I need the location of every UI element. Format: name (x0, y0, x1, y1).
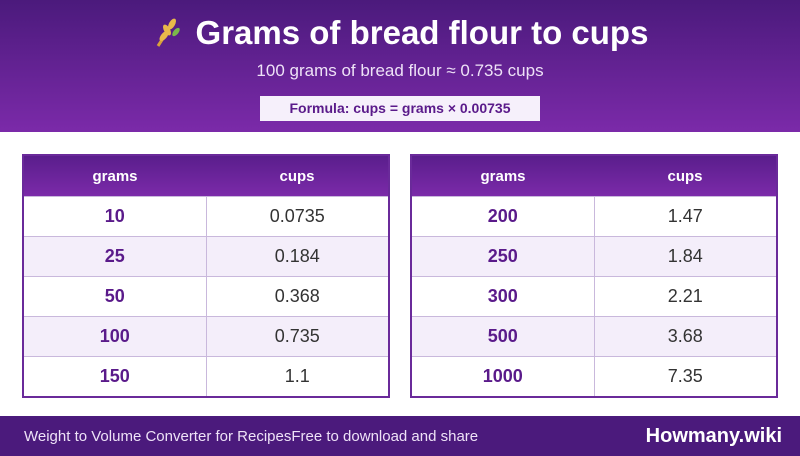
header-row: grams cups (23, 155, 389, 197)
cups-cell: 7.35 (593, 356, 778, 398)
column-header: grams (23, 155, 206, 197)
conversion-table: grams cups 10 0.0735 25 0.184 50 0.368 100 0.735 1… (22, 154, 390, 398)
grams-cell: 150 (22, 356, 207, 398)
formula: Formula: cups = grams × 0.00735 (260, 96, 540, 121)
footer: Weight to Volume Converter for RecipesFr… (0, 416, 800, 456)
grams-cell: 25 (22, 236, 207, 277)
grams-cell: 100 (22, 316, 207, 357)
wheat-icon (156, 18, 180, 47)
column-header: cups (594, 155, 777, 197)
grams-cell: 200 (410, 196, 595, 237)
grams-cell: 50 (22, 276, 207, 317)
table-row: 25 0.184 (22, 236, 390, 277)
table-row: 100 0.735 (22, 316, 390, 357)
title-row: Grams of bread flour to cups (0, 14, 800, 52)
table-row: 300 2.21 (410, 276, 778, 317)
table-row: 1000 7.35 (410, 356, 778, 398)
cups-cell: 3.68 (593, 316, 778, 357)
cups-cell: 0.0735 (205, 196, 390, 237)
conversion-table: grams cups 200 1.47 250 1.84 300 2.21 500 3.68 100… (410, 154, 778, 398)
column-header: cups (206, 155, 389, 197)
grams-cell: 10 (22, 196, 207, 237)
footer-tagline: Free to download and share (291, 428, 479, 445)
table-row: 250 1.84 (410, 236, 778, 277)
table-row: 50 0.368 (22, 276, 390, 317)
footer-text: Weight to Volume Converter for RecipesFr… (24, 428, 478, 445)
grams-cell: 500 (410, 316, 595, 357)
footer-name: Weight to Volume Converter for Recipes (24, 428, 292, 445)
cups-cell: 1.47 (593, 196, 778, 237)
table-row: 150 1.1 (22, 356, 390, 398)
table-row: 10 0.0735 (22, 196, 390, 237)
cups-cell: 0.368 (205, 276, 390, 317)
title: Grams of bread flour to cups (195, 14, 649, 51)
cups-cell: 0.735 (205, 316, 390, 357)
table-row: 200 1.47 (410, 196, 778, 237)
header-row: grams cups (411, 155, 777, 197)
cups-cell: 1.84 (593, 236, 778, 277)
cups-cell: 2.21 (593, 276, 778, 317)
table-row: 500 3.68 (410, 316, 778, 357)
header: Grams of bread flour to cups 100 grams o… (0, 0, 800, 132)
cups-cell: 0.184 (205, 236, 390, 277)
grams-cell: 1000 (410, 356, 595, 398)
cups-cell: 1.1 (205, 356, 390, 398)
subtitle: 100 grams of bread flour ≈ 0.735 cups (256, 61, 544, 80)
grams-cell: 300 (410, 276, 595, 317)
grams-cell: 250 (410, 236, 595, 277)
column-header: grams (411, 155, 594, 197)
brand: Howmany.wiki (645, 425, 782, 447)
